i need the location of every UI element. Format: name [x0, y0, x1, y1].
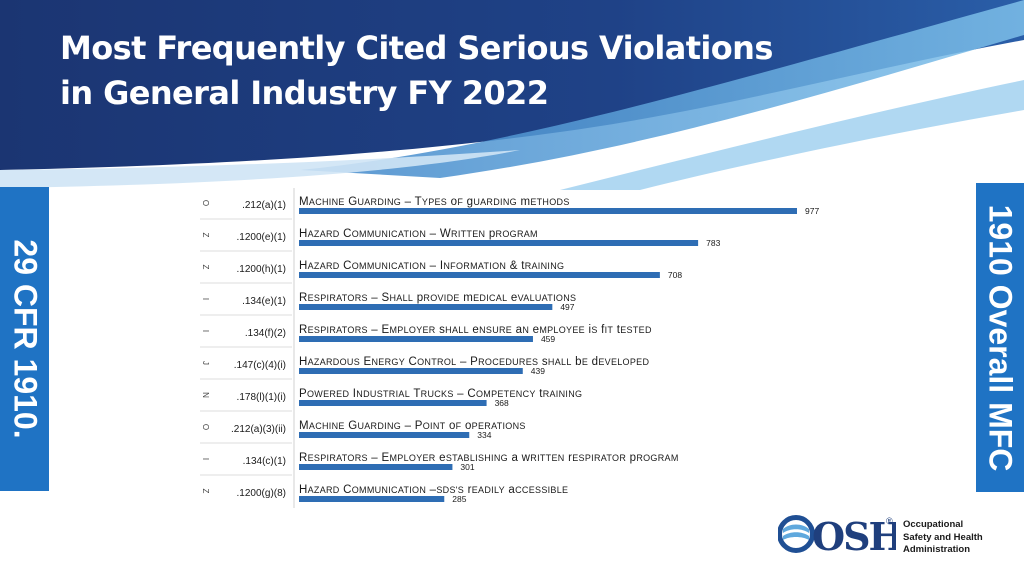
data-label-2: 783 — [706, 238, 720, 248]
category-label-6: .147(c)(4)(i) — [234, 360, 286, 371]
description-label-6: HAZARDOUS ENERGY CONTROL – PROCEDURES sH… — [299, 356, 649, 368]
data-label-3: 708 — [668, 270, 682, 280]
description-label-3: HAZARD COMMUNICATION – INFORMATION & tRA… — [299, 260, 564, 272]
category-label-7: .178(l)(1)(i) — [237, 392, 286, 403]
left-tab-label: 29 CFR 1910. — [7, 239, 43, 439]
side-letter-6: J — [201, 361, 210, 365]
category-label-10: .1200(g)(8) — [237, 488, 286, 499]
bar-7 — [299, 400, 487, 406]
bar-3 — [299, 272, 660, 278]
side-letter-10: Z — [201, 489, 210, 494]
category-label-4: .134(e)(1) — [242, 296, 286, 307]
bar-1 — [299, 208, 797, 214]
side-letter-3: Z — [201, 265, 210, 270]
description-label-10: HAZARD COMMUNICATION –SDS'S rEADILY aCCE… — [299, 484, 568, 496]
category-label-1: .212(a)(1) — [242, 200, 286, 211]
data-label-1: 977 — [805, 206, 819, 216]
data-label-8: 334 — [477, 430, 491, 440]
side-letter-7: N — [201, 392, 210, 398]
description-label-8: MACHINE GUARDING – POINT oF oPERATIONS — [299, 420, 526, 432]
title-line-2: in General Industry FY 2022 — [60, 74, 549, 112]
right-tab-label: 1910 Overall MFC — [982, 204, 1019, 471]
registered-mark: ® — [886, 516, 893, 526]
side-letter-9: I — [201, 458, 210, 460]
bar-9 — [299, 464, 453, 470]
side-letter-2: Z — [201, 233, 210, 238]
data-label-6: 439 — [531, 366, 545, 376]
description-label-4: RESPIRATORS – SHALL pROVIDE mEDICAL eVAL… — [299, 292, 576, 304]
data-label-10: 285 — [452, 494, 466, 504]
bar-6 — [299, 368, 523, 374]
left-side-tab: 29 CFR 1910. — [0, 187, 49, 491]
title-line-1: Most Frequently Cited Serious Violations — [60, 29, 773, 67]
osha-agency-name: Occupational Safety and Health Administr… — [903, 519, 983, 557]
osha-logo: OSHA ® — [778, 514, 896, 556]
osha-wordmark: OSHA — [812, 514, 896, 556]
side-letter-4: I — [201, 298, 210, 300]
bar-8 — [299, 432, 470, 438]
description-label-5: RESPIRATORS – EMPLOYER sHALL eNSURE aN e… — [299, 324, 652, 336]
side-letter-1: O — [201, 200, 210, 206]
description-label-2: HAZARD COMMUNICATION – WRITTEN pROGRAM — [299, 228, 538, 240]
osha-name-line-2: Safety and Health — [903, 531, 983, 543]
bar-4 — [299, 304, 553, 310]
right-side-tab: 1910 Overall MFC — [976, 183, 1024, 492]
data-label-7: 368 — [495, 398, 509, 408]
data-label-9: 301 — [460, 462, 474, 472]
category-label-5: .134(f)(2) — [245, 328, 286, 339]
data-label-4: 497 — [560, 302, 574, 312]
category-label-8: .212(a)(3)(ii) — [231, 424, 286, 435]
violations-bar-chart: O .212(a)(1) MACHINE GUARDING – TYPES oF g… — [200, 188, 819, 508]
bar-10 — [299, 496, 445, 502]
category-label-3: .1200(h)(1) — [237, 264, 286, 275]
side-letter-5: I — [201, 330, 210, 332]
title-banner — [0, 0, 1024, 190]
side-letter-8: O — [201, 424, 210, 430]
bar-2 — [299, 240, 699, 246]
osha-name-line-1: Occupational — [903, 519, 964, 530]
category-label-2: .1200(e)(1) — [237, 232, 286, 243]
osha-name-line-3: Administration — [903, 544, 971, 555]
slide-title: Most Frequently Cited Serious Violations… — [60, 26, 773, 116]
description-label-7: POWERED INDUSTRIAL TRUCKS – COMPETENCY t… — [299, 388, 582, 400]
bar-5 — [299, 336, 533, 342]
description-label-9: RESPIRATORS – EMPLOYER eSTABLISHING a wR… — [299, 452, 679, 464]
data-label-5: 459 — [541, 334, 555, 344]
description-label-1: MACHINE GUARDING – TYPES oF gUARDING mET… — [299, 196, 570, 208]
category-label-9: .134(c)(1) — [243, 456, 286, 467]
